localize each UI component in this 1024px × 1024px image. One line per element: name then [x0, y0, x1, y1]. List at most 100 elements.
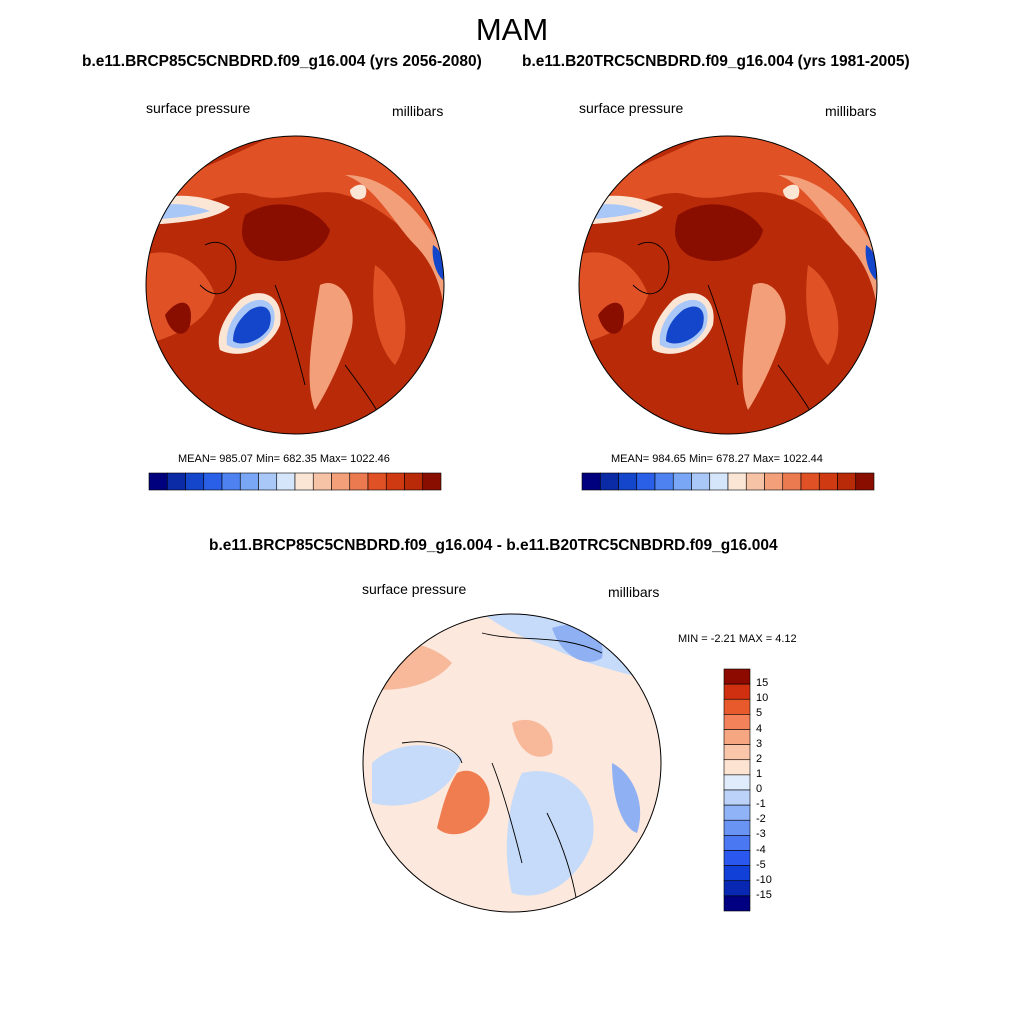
colorbar-swatch [723, 698, 751, 715]
colorbar-swatch [221, 472, 241, 491]
colorbar-swatch [723, 895, 751, 912]
pressure-region-eurasia [579, 136, 877, 255]
coastline [401, 632, 603, 904]
colorbar-swatch [349, 472, 369, 491]
pressure-region-alaska [579, 252, 648, 345]
pressure-region-siberia [778, 175, 877, 325]
colorbar-swatch [404, 472, 424, 491]
left-panel-units-label: millibars [392, 103, 444, 119]
colorbar-swatch [723, 835, 751, 851]
difference-panel-subtitle: b.e11.BRCP85C5CNBDRD.f09_g16.004 - b.e11… [209, 537, 778, 554]
colorbar-swatch [166, 472, 186, 491]
colorbar-swatch [691, 472, 711, 491]
right-panel-stats: MEAN= 984.65 Min= 678.27 Max= 1022.44 [611, 453, 823, 465]
colorbar-swatch [294, 472, 314, 491]
pressure-region-eurasia [146, 136, 444, 255]
left-panel-stats: MEAN= 985.07 Min= 682.35 Max= 1022.46 [178, 453, 390, 465]
colorbar-swatch [312, 472, 332, 491]
colorbar-swatch [723, 819, 751, 836]
colorbar-swatch [723, 759, 751, 776]
pressure-high-small [598, 302, 624, 334]
colorbar-swatch [723, 789, 751, 806]
colorbar-swatch [723, 850, 751, 866]
colorbar-tick-label: -3 [756, 828, 766, 841]
colorbar-swatch [185, 472, 205, 491]
diff-panel-stats: MIN = -2.21 MAX = 4.12 [678, 633, 797, 645]
colorbar-tick-label: 15 [756, 677, 769, 690]
diff-negative-east [612, 763, 641, 833]
colorbar-tick-label: 5 [756, 707, 763, 720]
colorbar-swatch [654, 472, 674, 491]
right-polar-map [578, 135, 878, 435]
colorbar-swatch [782, 472, 802, 491]
pressure-region-eastasia [373, 265, 406, 365]
colorbar-tick-label: 1 [756, 767, 763, 780]
colorbar-swatch [723, 714, 751, 730]
right-panel-variable-label: surface pressure [579, 100, 684, 116]
pressure-high-small [165, 302, 191, 334]
colorbar-tick-label: 4 [756, 722, 763, 735]
colorbar-swatch [818, 472, 838, 491]
colorbar-swatch [855, 472, 875, 491]
left-colorbar [148, 472, 442, 491]
colorbar-swatch [723, 729, 751, 745]
left-polar-map [145, 135, 445, 435]
colorbar-swatch [723, 774, 751, 791]
colorbar-tick-label: 0 [756, 783, 763, 795]
right-colorbar [581, 472, 875, 491]
greenland-low-core [233, 306, 271, 344]
colorbar-swatch [148, 472, 168, 491]
pressure-high-core [675, 204, 763, 261]
colorbar-tick-label: -2 [756, 813, 766, 826]
colorbar-swatch [258, 472, 278, 491]
colorbar-swatch [636, 472, 656, 491]
colorbar-swatch [764, 472, 784, 491]
diff-positive-greenland [437, 770, 490, 835]
pressure-region-scandinavia [742, 283, 786, 410]
colorbar-swatch [709, 472, 729, 491]
main-title: MAM [475, 12, 549, 47]
pressure-high-core [242, 204, 330, 261]
left-colorbar-labels [149, 494, 441, 508]
colorbar-swatch [367, 472, 387, 491]
colorbar-swatch [745, 472, 765, 491]
right-panel-subtitle: b.e11.B20TRC5CNBDRD.f09_g16.004 (yrs 198… [522, 53, 910, 70]
pressure-region-eastasia [806, 265, 839, 365]
colorbar-tick-label: 3 [756, 737, 763, 750]
colorbar-swatch [800, 472, 820, 491]
left-panel-variable-label: surface pressure [146, 100, 251, 116]
pressure-region-alaska [146, 252, 215, 345]
colorbar-swatch [723, 804, 751, 821]
diff-negative-europe [506, 771, 594, 896]
colorbar-swatch [203, 472, 223, 491]
diff-panel-units-label: millibars [608, 584, 660, 600]
colorbar-tick-label: -5 [756, 858, 766, 871]
colorbar-swatch [837, 472, 857, 491]
colorbar-swatch [672, 472, 692, 491]
greenland-low-core [666, 306, 704, 344]
pressure-low-tibet [783, 184, 800, 200]
colorbar-swatch [618, 472, 638, 491]
colorbar-swatch [422, 472, 442, 491]
colorbar-swatch [331, 472, 351, 491]
colorbar-tick-label: -1 [756, 798, 766, 811]
colorbar-tick-label: -15 [756, 888, 772, 901]
pressure-low-tibet [350, 184, 367, 200]
difference-polar-map [362, 613, 662, 913]
pressure-region-siberia [345, 175, 444, 325]
colorbar-tick-label: 2 [756, 752, 763, 765]
diff-positive-arctic [512, 719, 553, 757]
colorbar-swatch [239, 472, 259, 491]
pressure-low-edge [432, 245, 444, 280]
diff-negative-canada [372, 745, 462, 806]
colorbar-swatch [581, 472, 601, 491]
right-panel-units-label: millibars [825, 103, 877, 119]
pressure-low-edge [865, 245, 877, 280]
colorbar-tick-label: 10 [756, 692, 769, 705]
colorbar-swatch [723, 865, 751, 882]
left-panel-subtitle: b.e11.BRCP85C5CNBDRD.f09_g16.004 (yrs 20… [82, 53, 482, 70]
colorbar-swatch [723, 744, 751, 761]
colorbar-swatch [385, 472, 405, 491]
colorbar-tick-label: -10 [756, 873, 772, 886]
difference-colorbar [723, 668, 751, 912]
